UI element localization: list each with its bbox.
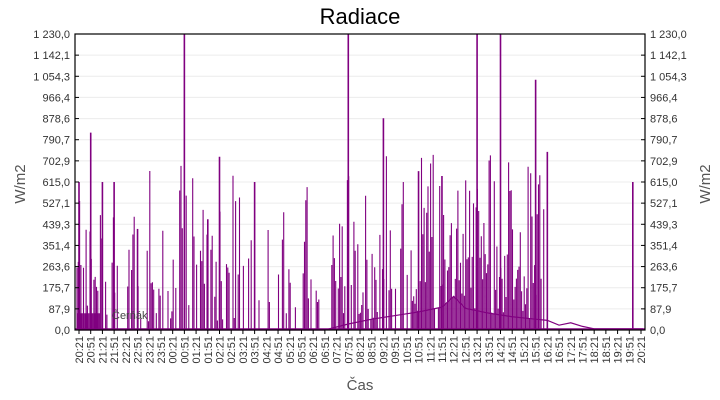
svg-text:966,4: 966,4 bbox=[650, 92, 678, 104]
svg-text:263,6: 263,6 bbox=[42, 262, 70, 274]
svg-text:11:51: 11:51 bbox=[437, 336, 449, 363]
svg-text:06:51: 06:51 bbox=[320, 336, 332, 364]
svg-text:04:51: 04:51 bbox=[273, 336, 285, 364]
svg-text:15:21: 15:21 bbox=[519, 336, 531, 364]
svg-text:06:21: 06:21 bbox=[308, 336, 320, 364]
svg-text:10:51: 10:51 bbox=[414, 336, 426, 364]
svg-text:0,0: 0,0 bbox=[55, 325, 70, 337]
svg-text:1 230,0: 1 230,0 bbox=[650, 29, 687, 41]
svg-text:05:21: 05:21 bbox=[285, 336, 297, 364]
svg-text:527,1: 527,1 bbox=[42, 198, 70, 210]
svg-text:16:51: 16:51 bbox=[554, 336, 566, 364]
svg-text:439,3: 439,3 bbox=[650, 219, 678, 231]
svg-text:615,0: 615,0 bbox=[42, 177, 70, 189]
svg-text:878,6: 878,6 bbox=[42, 114, 70, 126]
svg-text:1 054,3: 1 054,3 bbox=[650, 71, 687, 83]
svg-text:21:51: 21:51 bbox=[109, 336, 121, 364]
svg-text:04:21: 04:21 bbox=[261, 336, 273, 364]
svg-text:1 142,1: 1 142,1 bbox=[650, 50, 687, 62]
svg-text:22:21: 22:21 bbox=[121, 336, 133, 364]
svg-text:23:51: 23:51 bbox=[156, 336, 168, 364]
svg-text:1 142,1: 1 142,1 bbox=[33, 50, 70, 62]
svg-text:0,0: 0,0 bbox=[650, 325, 665, 337]
svg-text:17:51: 17:51 bbox=[577, 336, 589, 364]
y-axis-title-left: W/m2 bbox=[12, 164, 29, 203]
svg-text:790,7: 790,7 bbox=[650, 135, 678, 147]
data-series-radiace bbox=[75, 34, 645, 331]
svg-text:19:21: 19:21 bbox=[613, 336, 625, 364]
svg-text:351,4: 351,4 bbox=[650, 240, 678, 252]
svg-text:175,7: 175,7 bbox=[42, 283, 70, 295]
svg-text:878,6: 878,6 bbox=[650, 114, 678, 126]
svg-text:02:51: 02:51 bbox=[226, 336, 238, 364]
svg-text:702,9: 702,9 bbox=[650, 156, 678, 168]
y-axis-title-right: W/m2 bbox=[697, 164, 714, 203]
svg-text:351,4: 351,4 bbox=[42, 240, 70, 252]
svg-text:05:51: 05:51 bbox=[296, 336, 308, 364]
svg-text:87,9: 87,9 bbox=[49, 304, 70, 316]
svg-text:23:21: 23:21 bbox=[144, 336, 156, 364]
svg-text:1 230,0: 1 230,0 bbox=[33, 29, 70, 41]
svg-text:615,0: 615,0 bbox=[650, 177, 678, 189]
svg-text:790,7: 790,7 bbox=[42, 135, 70, 147]
x-axis: 20:21 20:51 21:21 21:51 22:21 22:51 23:21 23:51… bbox=[74, 330, 648, 364]
svg-text:21:21: 21:21 bbox=[97, 336, 109, 364]
svg-text:1 054,3: 1 054,3 bbox=[33, 71, 70, 83]
chart-title: Radiace bbox=[319, 4, 401, 29]
svg-text:08:21: 08:21 bbox=[355, 336, 367, 364]
svg-text:00:21: 00:21 bbox=[168, 336, 180, 364]
svg-text:01:51: 01:51 bbox=[203, 336, 215, 364]
svg-text:20:21: 20:21 bbox=[636, 336, 648, 364]
x-axis-title: Čas bbox=[347, 377, 374, 394]
station-overlay-label: Čerňák bbox=[112, 310, 148, 322]
svg-text:02:21: 02:21 bbox=[215, 336, 227, 364]
svg-text:09:21: 09:21 bbox=[378, 336, 390, 364]
svg-text:15:51: 15:51 bbox=[531, 336, 543, 364]
svg-text:18:21: 18:21 bbox=[589, 336, 601, 364]
svg-text:03:21: 03:21 bbox=[238, 336, 250, 364]
svg-text:439,3: 439,3 bbox=[42, 219, 70, 231]
svg-text:18:51: 18:51 bbox=[601, 336, 613, 364]
grid-lines bbox=[75, 54, 645, 310]
svg-text:11:21: 11:21 bbox=[425, 336, 437, 363]
svg-text:00:51: 00:51 bbox=[179, 336, 191, 364]
svg-text:20:51: 20:51 bbox=[86, 336, 98, 364]
svg-text:13:51: 13:51 bbox=[484, 336, 496, 364]
svg-text:17:21: 17:21 bbox=[566, 336, 578, 364]
svg-text:07:21: 07:21 bbox=[332, 336, 344, 364]
svg-text:966,4: 966,4 bbox=[42, 92, 70, 104]
svg-text:22:51: 22:51 bbox=[133, 336, 145, 364]
y-axis-right: 0,0 87,9 175,7 263,6 351,4 439,3 527,1 615,0 702… bbox=[641, 29, 687, 337]
svg-text:87,9: 87,9 bbox=[650, 304, 671, 316]
svg-text:10:51: 10:51 bbox=[402, 336, 414, 364]
svg-text:14:21: 14:21 bbox=[496, 336, 508, 364]
svg-text:13:21: 13:21 bbox=[472, 336, 484, 364]
svg-text:263,6: 263,6 bbox=[650, 262, 678, 274]
svg-text:07:51: 07:51 bbox=[343, 336, 355, 364]
svg-text:19:51: 19:51 bbox=[624, 336, 636, 364]
svg-text:12:51: 12:51 bbox=[460, 336, 472, 364]
svg-text:14:51: 14:51 bbox=[507, 336, 519, 364]
svg-text:20:21: 20:21 bbox=[74, 336, 86, 364]
svg-text:16:21: 16:21 bbox=[542, 336, 554, 364]
svg-text:175,7: 175,7 bbox=[650, 283, 678, 295]
svg-text:527,1: 527,1 bbox=[650, 198, 678, 210]
svg-text:01:21: 01:21 bbox=[191, 336, 203, 364]
svg-text:702,9: 702,9 bbox=[42, 156, 70, 168]
y-axis-left: 0,0 87,9 175,7 263,6 351,4 439,3 527,1 615,0 702… bbox=[33, 29, 79, 337]
svg-text:09:51: 09:51 bbox=[390, 336, 402, 364]
svg-text:12:21: 12:21 bbox=[449, 336, 461, 364]
svg-text:03:51: 03:51 bbox=[250, 336, 262, 364]
svg-text:08:51: 08:51 bbox=[367, 336, 379, 364]
